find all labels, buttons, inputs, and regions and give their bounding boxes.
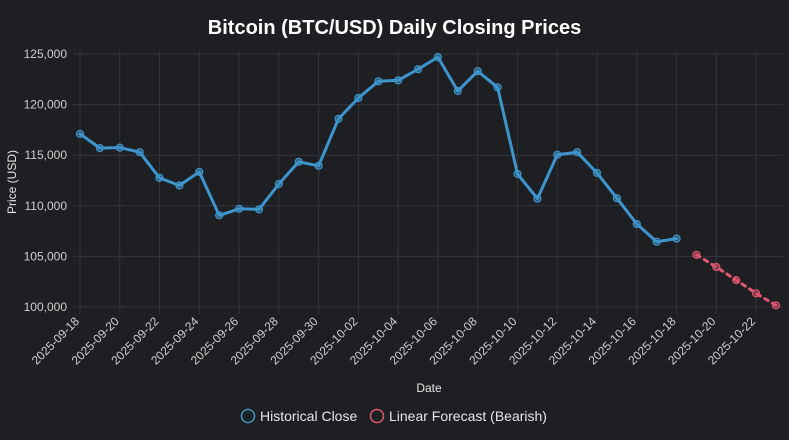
historical-data-point <box>394 76 403 85</box>
series-layer <box>75 52 781 310</box>
y-tick-label: 105,000 <box>24 249 68 263</box>
historical-data-point <box>374 77 383 86</box>
historical-data-point <box>294 157 303 166</box>
historical-data-point <box>493 83 502 92</box>
historical-data-point <box>592 168 602 177</box>
forecast-data-point <box>771 301 781 310</box>
historical-data-point <box>115 143 124 152</box>
historical-data-point <box>553 150 562 159</box>
legend-marker-forecast <box>369 408 385 424</box>
y-tick-label: 110,000 <box>25 199 68 213</box>
historical-data-point <box>254 205 264 214</box>
historical-data-point <box>95 144 105 153</box>
legend-item-forecast[interactable]: Linear Forecast (Bearish) <box>369 408 547 424</box>
historical-data-point <box>632 219 641 229</box>
historical-data-point <box>513 169 522 178</box>
legend-item-historical[interactable]: Historical Close <box>240 408 358 424</box>
historical-data-point <box>533 194 542 203</box>
historical-data-point <box>195 167 204 176</box>
historical-data-point <box>612 194 622 203</box>
historical-data-point <box>652 237 661 246</box>
historical-data-point <box>75 129 85 138</box>
historical-data-point <box>572 148 582 157</box>
forecast-line <box>695 253 778 307</box>
historical-data-point <box>433 52 442 62</box>
historical-data-point <box>334 114 343 123</box>
y-tick-label: 120,000 <box>24 98 68 112</box>
historical-data-point <box>175 181 184 190</box>
historical-data-point <box>314 161 323 170</box>
historical-data-point <box>453 86 462 96</box>
forecast-data-point <box>732 276 741 285</box>
forecast-data-point <box>751 289 761 298</box>
y-axis-title: Price (USD) <box>5 150 19 214</box>
historical-data-point <box>215 211 224 220</box>
historical-data-point <box>235 204 244 213</box>
historical-data-point <box>135 148 144 157</box>
historical-data-point <box>414 65 423 74</box>
legend-marker-historical <box>240 408 256 424</box>
historical-data-point <box>274 179 283 189</box>
historical-data-point <box>354 93 363 103</box>
legend: Historical Close Linear Forecast (Bearis… <box>240 408 547 424</box>
legend-label-forecast: Linear Forecast (Bearish) <box>389 408 547 424</box>
historical-data-point <box>473 67 482 76</box>
x-axis-title: Date <box>416 381 442 395</box>
forecast-data-point <box>712 262 721 272</box>
legend-label-historical: Historical Close <box>260 408 357 424</box>
chart-title: Bitcoin (BTC/USD) Daily Closing Prices <box>208 17 581 39</box>
axes: 100,000 105,000 110,000 115,000 120,000 125,0… <box>24 47 759 367</box>
forecast-data-point <box>692 250 701 259</box>
y-tick-label: 115,000 <box>25 148 68 162</box>
y-tick-label: 100,000 <box>24 300 68 314</box>
historical-data-point <box>672 234 681 243</box>
y-tick-label: 125,000 <box>24 47 68 61</box>
historical-data-point <box>155 173 164 182</box>
historical-close-line <box>78 55 679 244</box>
